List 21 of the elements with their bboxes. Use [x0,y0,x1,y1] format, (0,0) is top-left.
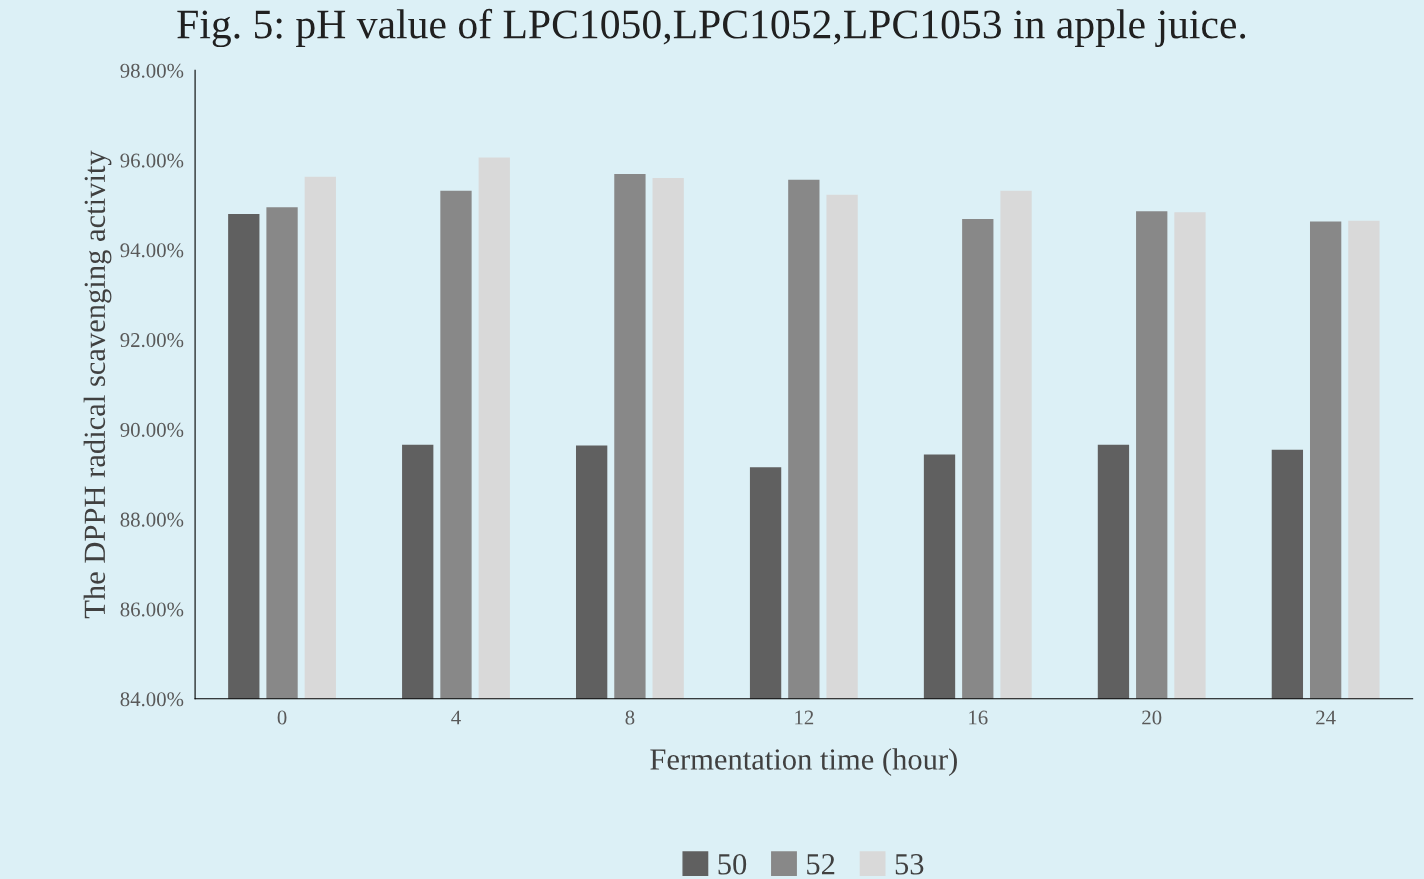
x-tick-label: 4 [451,710,461,725]
x-tick-label: 20 [1142,710,1162,725]
legend-label: 52 [807,854,835,875]
x-tick-label: 8 [625,710,635,725]
x-axis-title: Fermentation time (hour) [650,748,957,776]
chart-title: Fig. 5: pH value of LPC1050,LPC1052,LPC1053 in apple juice. [177,8,1246,48]
x-tick-label: 0 [277,710,287,725]
y-tick-label: 88.00% [120,512,184,527]
y-tick-label: 84.00% [120,692,184,707]
y-tick-label: 86.00% [120,602,184,617]
x-tick-label: 16 [969,710,988,725]
y-tick-label: 94.00% [120,243,184,258]
x-tick-label: 24 [1316,710,1336,725]
y-tick-label: 92.00% [120,333,184,348]
y-axis-title: The DPPH radical scavenging activity [83,150,112,619]
y-tick-label: 98.00% [120,63,184,78]
legend-label: 53 [895,854,924,875]
legend-label: 50 [718,853,747,875]
x-tick-label: 12 [795,710,814,725]
y-tick-label: 90.00% [120,422,184,437]
y-tick-label: 96.00% [120,153,184,168]
